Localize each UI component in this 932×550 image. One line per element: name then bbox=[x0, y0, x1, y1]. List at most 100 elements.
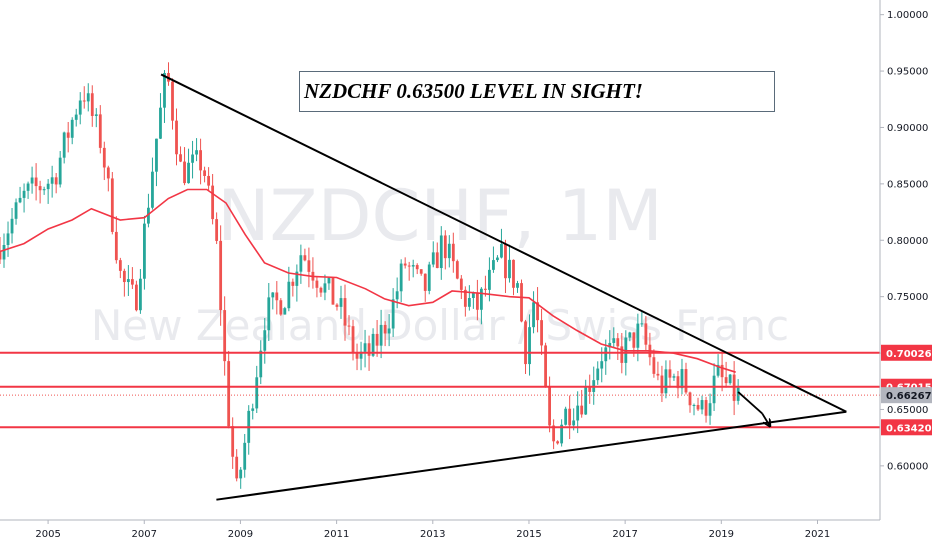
time-tick-label: 2015 bbox=[516, 529, 541, 540]
time-tick-label: 2017 bbox=[612, 529, 637, 540]
candle-body bbox=[86, 93, 90, 102]
time-tick-label: 2007 bbox=[132, 529, 157, 540]
moving-average-series bbox=[0, 188, 736, 373]
candle-body bbox=[58, 157, 62, 185]
candle-body bbox=[616, 338, 620, 347]
candle-body bbox=[18, 197, 22, 203]
price-tag-label: 0.70026 bbox=[886, 349, 932, 360]
time-axis[interactable]: 2005 2007 2009 2011 2013 2015 2017 2019 2021 bbox=[0, 519, 880, 550]
candle-body bbox=[395, 291, 399, 300]
time-tick-label: 2019 bbox=[709, 529, 734, 540]
price-tick-label: 0.80000 bbox=[887, 236, 928, 247]
candle-body bbox=[668, 369, 672, 378]
candle-body bbox=[0, 251, 2, 260]
forecast-arrow bbox=[761, 412, 769, 425]
candle-body bbox=[191, 154, 194, 163]
price-tag-bg bbox=[881, 344, 932, 361]
candle-body bbox=[672, 376, 676, 378]
candle-body bbox=[263, 330, 267, 351]
candle-body bbox=[319, 287, 323, 293]
candle-body bbox=[251, 408, 255, 411]
candle-body bbox=[700, 400, 704, 410]
candle-body bbox=[379, 324, 383, 346]
candle-body bbox=[504, 243, 507, 279]
candle-body bbox=[94, 114, 98, 116]
candle-body bbox=[508, 259, 511, 279]
candle-body bbox=[411, 265, 415, 267]
candle-body bbox=[576, 405, 580, 421]
candle-body bbox=[692, 404, 696, 406]
annotation-banner[interactable]: NZDCHF 0.63500 LEVEL IN SIGHT! bbox=[299, 71, 775, 112]
candle-body bbox=[556, 441, 560, 444]
candle-body bbox=[98, 114, 102, 148]
candle-body bbox=[479, 288, 483, 310]
candle-body bbox=[134, 284, 138, 311]
price-tick-label: 0.60000 bbox=[887, 461, 928, 472]
candle-body bbox=[447, 243, 451, 259]
candle-body bbox=[431, 252, 435, 265]
candle-body bbox=[239, 469, 243, 479]
candle-body bbox=[203, 170, 206, 176]
candle-body bbox=[459, 278, 463, 290]
candle-body bbox=[596, 368, 600, 381]
candle-body bbox=[223, 310, 227, 362]
price-tag-bg bbox=[881, 387, 932, 404]
candle-body bbox=[708, 403, 712, 416]
price-axis[interactable]: 1.00000 0.95000 0.90000 0.85000 0.80000 0.750… bbox=[879, 0, 932, 550]
candle-body bbox=[736, 387, 740, 401]
candle-body bbox=[399, 263, 403, 292]
candle-body bbox=[34, 177, 38, 187]
time-tick-label: 2009 bbox=[228, 529, 253, 540]
candle-body bbox=[26, 183, 30, 191]
candle-body bbox=[331, 277, 335, 305]
candle-body bbox=[211, 185, 215, 220]
candle-body bbox=[243, 442, 247, 470]
candle-body bbox=[339, 298, 343, 307]
candle-body bbox=[159, 107, 162, 139]
candle-body bbox=[207, 175, 211, 186]
candle-body bbox=[78, 100, 82, 115]
candle-body bbox=[552, 425, 556, 442]
candle-body bbox=[62, 132, 66, 158]
time-axis-bg bbox=[0, 520, 880, 550]
candle-body bbox=[66, 132, 70, 138]
candle-body bbox=[303, 255, 307, 261]
candle-body bbox=[335, 304, 339, 307]
candle-body bbox=[50, 177, 54, 184]
candle-body bbox=[608, 342, 612, 348]
candle-body bbox=[307, 260, 311, 272]
candle-body bbox=[90, 93, 94, 116]
candle-body bbox=[572, 420, 576, 426]
candle-body bbox=[102, 147, 106, 168]
candle-body bbox=[367, 343, 371, 356]
candle-body bbox=[632, 332, 636, 348]
candle-body bbox=[500, 243, 503, 258]
candle-body bbox=[544, 345, 547, 387]
candle-body bbox=[728, 374, 732, 384]
candle-body bbox=[2, 244, 6, 260]
candle-body bbox=[540, 320, 543, 346]
candle-body bbox=[403, 263, 407, 266]
candle-body bbox=[720, 364, 724, 378]
candle-body bbox=[30, 177, 34, 184]
candle-body bbox=[327, 277, 331, 284]
candle-body bbox=[423, 273, 427, 291]
candle-body bbox=[628, 332, 632, 338]
candle-body bbox=[724, 377, 728, 384]
candle-body bbox=[644, 323, 648, 345]
candle-body bbox=[199, 150, 202, 171]
trendlines bbox=[160, 73, 847, 501]
candle-body bbox=[427, 264, 431, 291]
candle-body bbox=[106, 167, 110, 179]
candle-body bbox=[215, 219, 219, 241]
annotation-text: NZDCHF 0.63500 LEVEL IN SIGHT! bbox=[304, 79, 643, 103]
candle-body bbox=[604, 347, 608, 362]
candle-body bbox=[612, 338, 616, 343]
price-tick-label: 0.75000 bbox=[887, 292, 928, 303]
candle-body bbox=[122, 270, 126, 283]
candle-body bbox=[14, 202, 18, 219]
candle-body bbox=[155, 138, 158, 172]
candle-body bbox=[351, 326, 355, 353]
forecast-arrow bbox=[737, 391, 763, 415]
